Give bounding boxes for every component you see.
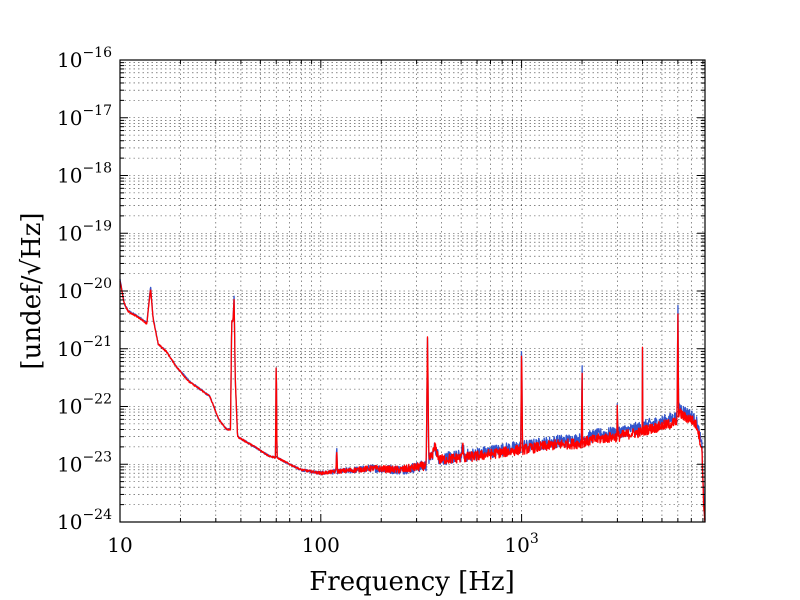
y-tick-label: 10−20 xyxy=(57,276,112,303)
y-tick-label: 10−19 xyxy=(57,218,112,245)
y-tick-label: 10−16 xyxy=(57,45,112,72)
grid xyxy=(119,59,705,523)
y-tick-label: 10−18 xyxy=(57,161,112,188)
y-tick-label: 10−17 xyxy=(57,103,112,130)
y-tick-label: 10−22 xyxy=(57,392,112,419)
x-tick-label: 10 xyxy=(107,533,132,557)
x-tick-label: 103 xyxy=(504,531,538,557)
x-axis-label: Frequency [Hz] xyxy=(309,567,515,597)
series-line-2 xyxy=(119,280,706,523)
y-tick-label: 10−24 xyxy=(57,507,112,534)
y-tick-label: 10−21 xyxy=(57,334,112,361)
plot-area xyxy=(119,278,706,523)
y-tick-labels: 10−16 10−17 10−18 10−19 10−20 10−21 10−22 10−23… xyxy=(57,45,112,534)
ticks xyxy=(119,59,705,523)
x-tick-labels: 10 100 103 xyxy=(107,531,539,557)
x-tick-label: 100 xyxy=(302,533,340,557)
y-tick-label: 10−23 xyxy=(57,449,112,476)
y-axis-label: [undef/√Hz] xyxy=(17,212,47,369)
